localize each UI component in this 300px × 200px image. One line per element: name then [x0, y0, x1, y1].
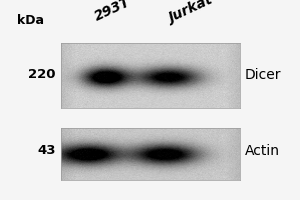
- Text: kDa: kDa: [16, 14, 44, 27]
- Text: 220: 220: [28, 68, 56, 82]
- Text: 43: 43: [37, 144, 56, 158]
- Text: 293T: 293T: [92, 0, 133, 24]
- Text: Actin: Actin: [244, 144, 280, 158]
- Text: Dicer: Dicer: [244, 68, 281, 82]
- Text: Jurkat: Jurkat: [166, 0, 215, 26]
